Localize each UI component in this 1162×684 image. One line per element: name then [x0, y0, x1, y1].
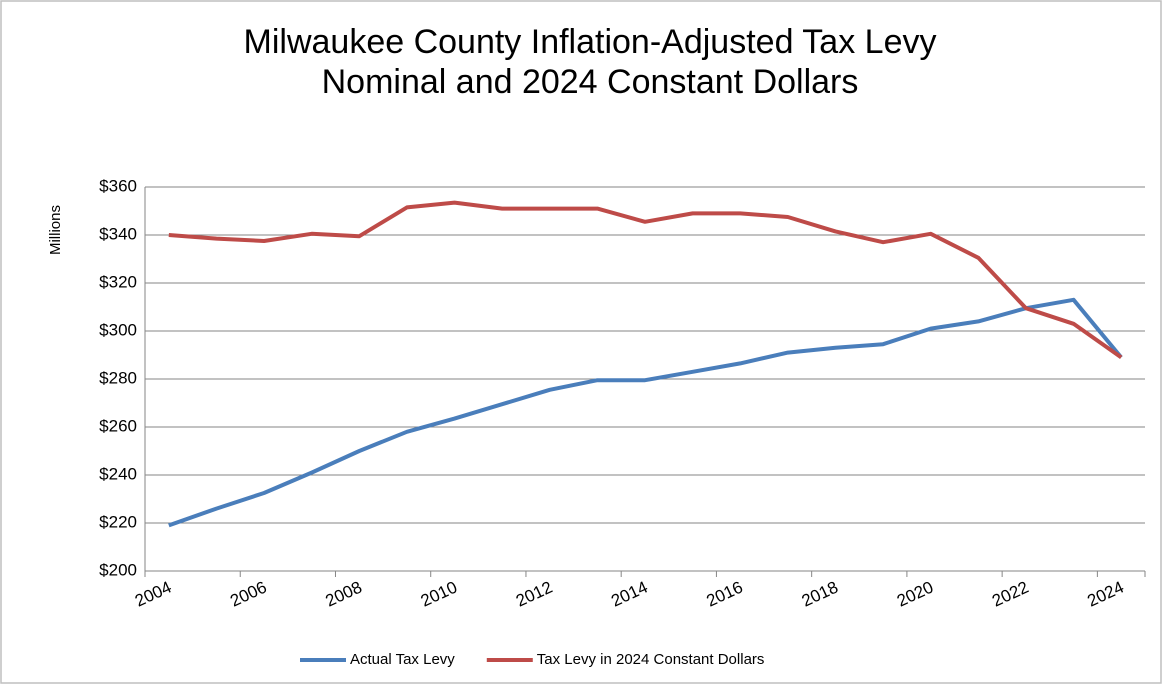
y-tick-label: $240 — [99, 464, 137, 483]
y-tick-label: $220 — [99, 512, 137, 531]
y-tick-label: $360 — [99, 176, 137, 195]
y-tick-label: $200 — [99, 560, 137, 579]
series-line — [168, 297, 1123, 528]
legend-label: Actual Tax Levy — [350, 651, 455, 668]
y-tick-label: $280 — [99, 368, 137, 387]
legend-label: Tax Levy in 2024 Constant Dollars — [537, 651, 765, 668]
y-axis-label: Millions — [47, 205, 64, 255]
y-tick-label: $320 — [99, 272, 137, 291]
y-tick-label: $300 — [99, 320, 137, 339]
chart-title: Milwaukee County Inflation-Adjusted Tax … — [244, 23, 937, 61]
y-tick-label: $260 — [99, 416, 137, 435]
series-line — [168, 200, 1123, 360]
chart-subtitle: Nominal and 2024 Constant Dollars — [322, 63, 859, 101]
y-tick-label: $340 — [99, 224, 137, 243]
